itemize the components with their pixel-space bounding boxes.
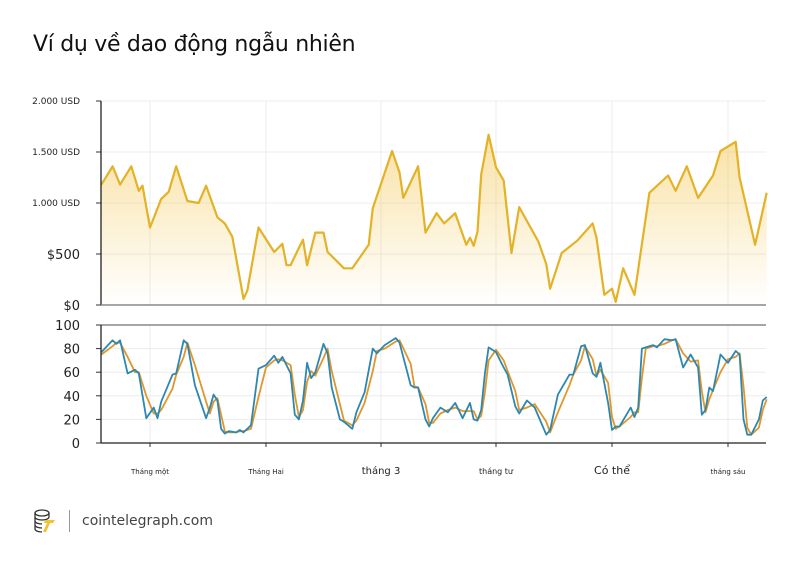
x-tick-label: tháng tư	[479, 467, 514, 476]
footer-site-link[interactable]: cointelegraph.com	[82, 513, 213, 529]
y-tick-label: 80	[63, 343, 80, 358]
y-tick-label: 1.500 USD	[32, 148, 80, 158]
cointelegraph-logo-icon	[34, 509, 55, 533]
x-tick-label: tháng 3	[362, 465, 401, 477]
footer-divider	[69, 510, 70, 532]
y-tick-label: 60	[63, 366, 80, 381]
x-tick-label: tháng sáu	[711, 468, 746, 476]
x-tick-label: Có thể	[594, 464, 630, 477]
y-tick-label: 20	[63, 413, 80, 428]
y-tick-label: $0	[63, 299, 80, 314]
y-tick-label: 1.000 USD	[32, 199, 80, 209]
y-tick-label: $500	[47, 248, 80, 263]
x-tick-label: Tháng Hai	[247, 468, 284, 476]
fast-line	[100, 337, 768, 436]
slow-line	[100, 338, 768, 436]
y-tick-label: 100	[55, 319, 80, 334]
y-tick-label: 0	[72, 437, 80, 452]
footer: cointelegraph.com	[33, 508, 213, 534]
price-line	[100, 133, 768, 303]
chart-title: Ví dụ về dao động ngẫu nhiên	[33, 32, 356, 57]
x-tick-label: Tháng một	[130, 468, 169, 476]
y-tick-label: 40	[63, 390, 80, 405]
y-tick-label: 2.000 USD	[32, 97, 80, 107]
